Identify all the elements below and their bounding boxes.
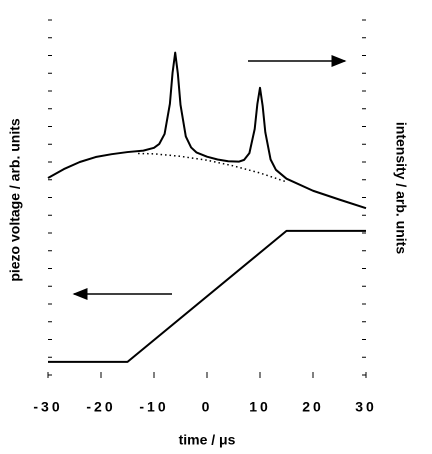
x-axis-label: time / μs: [179, 432, 236, 448]
line-series: [47, 51, 367, 210]
y-axis-label: piezo voltage / arb. units: [7, 118, 23, 282]
x-tick-label: 0: [202, 399, 213, 415]
x-tick-label: -30: [33, 399, 62, 415]
x-tick-label: -20: [86, 399, 115, 415]
x-tick-label: 10: [249, 399, 271, 415]
x-tick-label: 20: [302, 399, 324, 415]
x-tick-label: -10: [139, 399, 168, 415]
y2-axis-label: intensity / arb. units: [393, 122, 409, 254]
x-tick-label: 30: [355, 399, 377, 415]
line-series: [48, 229, 366, 363]
